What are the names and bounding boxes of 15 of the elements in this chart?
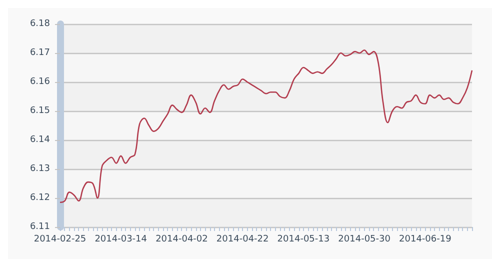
y-tick-label: 6.16 xyxy=(30,77,50,87)
y-tick-label: 6.17 xyxy=(30,48,50,58)
x-tick-label: 2014-03-14 xyxy=(94,234,148,244)
x-tick-label: 2014-04-22 xyxy=(216,234,269,244)
x-tick-label: 2014-05-13 xyxy=(277,234,330,244)
x-tick-label: 2014-05-30 xyxy=(338,234,391,244)
y-tick-label: 6.18 xyxy=(30,19,50,29)
y-tick-label: 6.12 xyxy=(30,193,50,203)
x-tick-label: 2014-02-25 xyxy=(34,234,86,244)
y-tick-label: 6.13 xyxy=(30,164,50,174)
x-tick-label: 2014-04-02 xyxy=(156,234,208,244)
y-tick-label: 6.14 xyxy=(30,135,50,145)
y-tick-label: 6.15 xyxy=(30,106,50,116)
x-tick-label: 2014-06-19 xyxy=(399,234,452,244)
y-tick-label: 6.11 xyxy=(30,222,50,232)
